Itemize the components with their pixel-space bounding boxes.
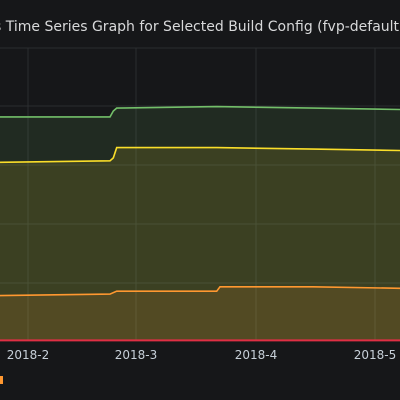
panel-title-text: s Time Series Graph for Selected Build C…: [0, 19, 400, 35]
x-tick-label: 2018-2: [7, 348, 50, 362]
grid-lines: [0, 47, 400, 341]
series-area-green: [0, 106, 400, 341]
series-line-green[interactable]: [0, 105, 400, 118]
series-line-orange[interactable]: [0, 286, 400, 297]
series-layer: [0, 105, 400, 342]
legend-color-chip[interactable]: [0, 376, 3, 384]
x-axis: 2018-2 2018-3 2018-4 2018-5: [7, 348, 397, 362]
series-line-yellow[interactable]: [0, 146, 400, 164]
panel-title[interactable]: s Time Series Graph for Selected Build C…: [0, 15, 400, 39]
x-tick-label: 2018-5: [354, 348, 397, 362]
x-tick-label: 2018-3: [115, 348, 158, 362]
series-area-yellow: [0, 147, 400, 341]
series-area-orange: [0, 286, 400, 341]
x-tick-label: 2018-4: [235, 348, 278, 362]
